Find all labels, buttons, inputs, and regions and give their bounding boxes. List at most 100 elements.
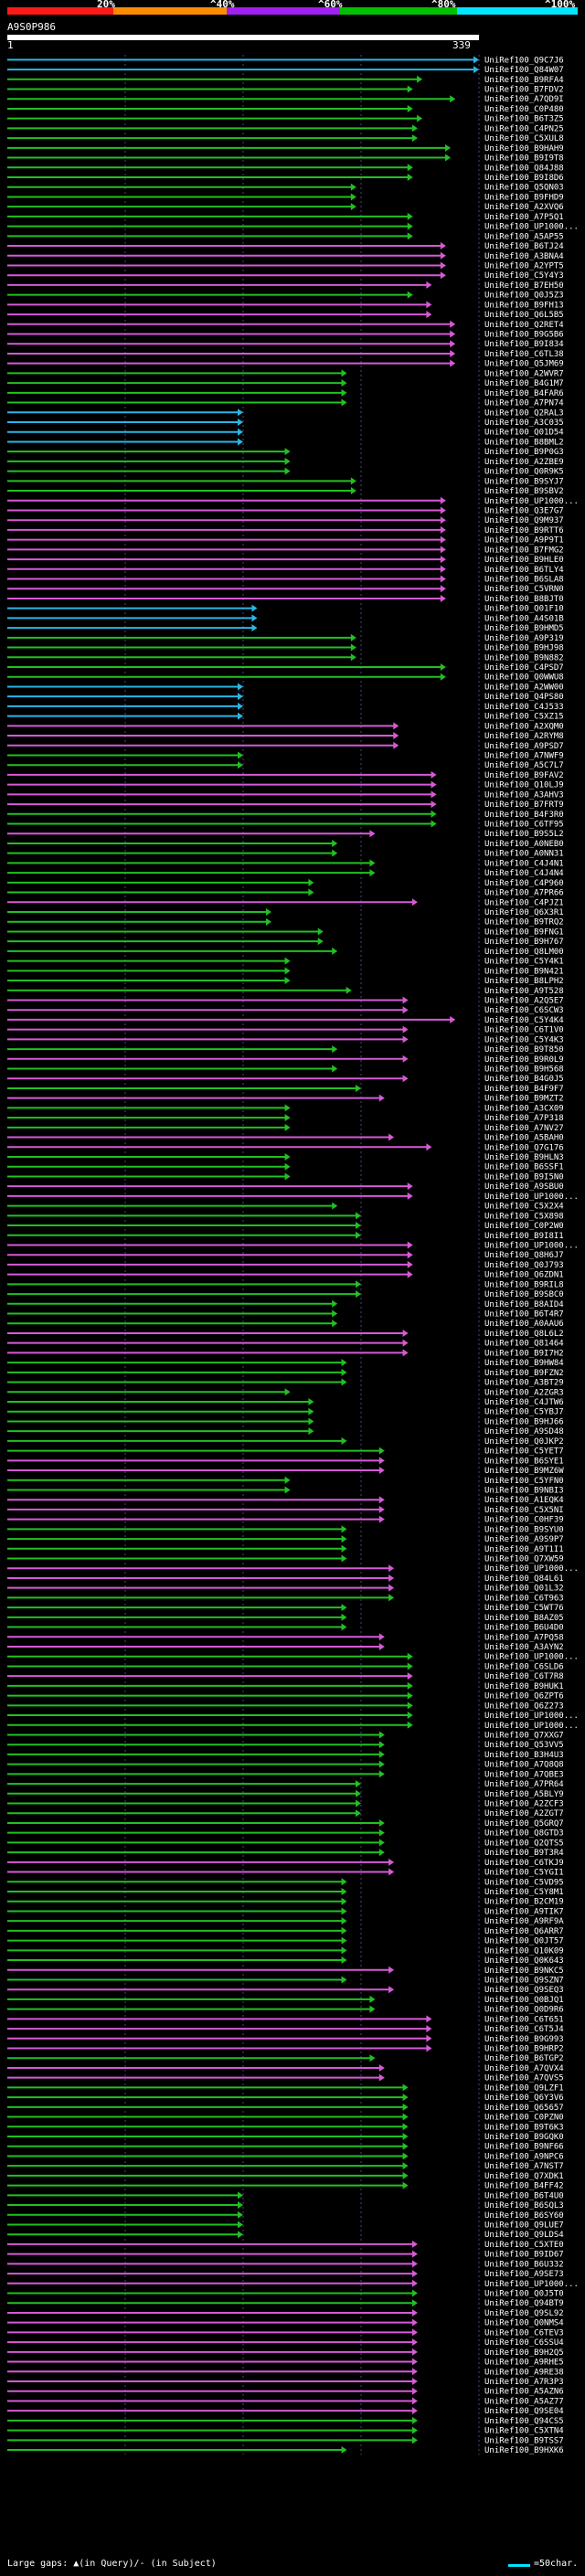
hit-label[interactable]: UniRef100_UP1000... [484,2280,579,2289]
hit-row[interactable]: UniRef100_Q6Y3V6 [7,2094,564,2103]
hit-row[interactable]: UniRef100_A3CX09 [7,1104,564,1113]
hit-label[interactable]: UniRef100_B8BJT0 [484,595,564,604]
hit-label[interactable]: UniRef100_C5Y4Y3 [484,271,564,281]
hit-label[interactable]: UniRef100_C5XTE0 [484,2241,564,2250]
hit-row[interactable]: UniRef100_A9TIK7 [7,1907,564,1916]
hit-row[interactable]: UniRef100_B9HLN3 [7,1153,564,1162]
hit-label[interactable]: UniRef100_A7R3P3 [484,2378,564,2387]
hit-row[interactable]: UniRef100_B4G0J5 [7,1075,564,1084]
hit-row[interactable]: UniRef100_C6T5J4 [7,2025,564,2034]
hit-label[interactable]: UniRef100_A2XVQ6 [484,203,564,212]
hit-label[interactable]: UniRef100_B9HLN3 [484,1153,564,1162]
hit-row[interactable]: UniRef100_UP1000... [7,496,579,506]
hit-row[interactable]: UniRef100_A3C035 [7,419,564,428]
hit-label[interactable]: UniRef100_C6SCW3 [484,1006,564,1015]
hit-row[interactable]: UniRef100_B9MZT2 [7,1094,564,1104]
hit-label[interactable]: UniRef100_C0HF39 [484,1516,564,1525]
hit-row[interactable]: UniRef100_A9SD48 [7,1427,564,1436]
hit-label[interactable]: UniRef100_UP1000... [484,1241,579,1250]
hit-label[interactable]: UniRef100_UP1000... [484,1712,579,1721]
hit-label[interactable]: UniRef100_A3AHV3 [484,790,564,800]
hit-row[interactable]: UniRef100_Q7XDK1 [7,2171,564,2181]
hit-row[interactable]: UniRef100_Q9SE04 [7,2407,564,2416]
hit-row[interactable]: UniRef100_B4F3R0 [7,810,564,820]
hit-row[interactable]: UniRef100_A9RE38 [7,2368,564,2377]
hit-row[interactable]: UniRef100_A5AP55 [7,232,564,241]
hit-row[interactable]: UniRef100_Q7G176 [7,1143,564,1152]
hit-row[interactable]: UniRef100_A5BLY9 [7,1789,564,1799]
hit-row[interactable]: UniRef100_C6TEV3 [7,2328,564,2337]
hit-row[interactable]: UniRef100_C5Y4K3 [7,1035,564,1044]
hit-label[interactable]: UniRef100_B4G1M7 [484,379,564,388]
hit-row[interactable]: UniRef100_Q9C7J6 [7,56,564,65]
hit-label[interactable]: UniRef100_B9P0G3 [484,448,564,457]
hit-label[interactable]: UniRef100_Q6ZPT6 [484,1692,564,1701]
hit-label[interactable]: UniRef100_C5YGI1 [484,1869,564,1878]
hit-label[interactable]: UniRef100_A9T528 [484,987,564,996]
hit-label[interactable]: UniRef100_B9HW84 [484,1359,564,1368]
hit-row[interactable]: UniRef100_C5X898 [7,1212,564,1221]
hit-label[interactable]: UniRef100_A5C7L7 [484,761,564,770]
hit-row[interactable]: UniRef100_UP1000... [7,1721,579,1731]
hit-label[interactable]: UniRef100_B8AZ05 [484,1614,564,1623]
hit-row[interactable]: UniRef100_B8BJT0 [7,594,564,604]
hit-row[interactable]: UniRef100_B4G1M7 [7,379,564,388]
hit-row[interactable]: UniRef100_A7QBE3 [7,1770,564,1779]
hit-row[interactable]: UniRef100_B4FF42 [7,2181,564,2191]
hit-row[interactable]: UniRef100_B9I834 [7,340,564,349]
hit-label[interactable]: UniRef100_B4FF42 [484,2182,564,2191]
hit-label[interactable]: UniRef100_A7Q8Q8 [484,1761,564,1770]
hit-row[interactable]: UniRef100_A5C7L7 [7,761,564,770]
hit-row[interactable]: UniRef100_A7P5Q1 [7,212,564,222]
hit-row[interactable]: UniRef100_B9FH13 [7,301,564,310]
hit-row[interactable]: UniRef100_A2XVQ6 [7,203,564,212]
hit-row[interactable]: UniRef100_A9P9T1 [7,535,564,546]
hit-label[interactable]: UniRef100_B9TRQ2 [484,918,564,928]
hit-label[interactable]: UniRef100_B9HLE0 [484,556,564,565]
hit-label[interactable]: UniRef100_B7FRT9 [484,800,564,810]
hit-row[interactable]: UniRef100_C5YGI1 [7,1868,564,1878]
hit-row[interactable]: UniRef100_C6T651 [7,2015,564,2024]
hit-label[interactable]: UniRef100_A5BLY9 [484,1790,564,1799]
hit-label[interactable]: UniRef100_B9FZN2 [484,1369,564,1378]
hit-label[interactable]: UniRef100_C6T1V0 [484,1026,564,1035]
hit-row[interactable]: UniRef100_B9HXK6 [7,2446,564,2455]
hit-label[interactable]: UniRef100_C6TEV3 [484,2328,564,2337]
hit-label[interactable]: UniRef100_Q84L61 [484,1574,564,1584]
hit-label[interactable]: UniRef100_Q7XDK1 [484,2172,564,2181]
hit-label[interactable]: UniRef100_A7QVS5 [484,2074,564,2083]
hit-label[interactable]: UniRef100_B9FH13 [484,301,564,310]
hit-label[interactable]: UniRef100_B9HXK6 [484,2446,564,2455]
hit-row[interactable]: UniRef100_A2YPT5 [7,261,564,270]
hit-label[interactable]: UniRef100_B7FMG2 [484,546,564,555]
hit-row[interactable]: UniRef100_A7NST7 [7,2162,564,2171]
hit-label[interactable]: UniRef100_A2ZGR3 [484,1388,564,1397]
hit-label[interactable]: UniRef100_B9HUK1 [484,1682,564,1691]
hit-row[interactable]: UniRef100_C5XZ15 [7,712,564,722]
hit-label[interactable]: UniRef100_UP1000... [484,1722,579,1731]
hit-label[interactable]: UniRef100_B9H2Q5 [484,2348,564,2358]
hit-label[interactable]: UniRef100_B9N421 [484,967,564,976]
hit-row[interactable]: UniRef100_B9R0L9 [7,1055,564,1065]
hit-row[interactable]: UniRef100_Q8L6L2 [7,1329,564,1339]
hit-row[interactable]: UniRef100_A7PR64 [7,1780,564,1789]
hit-label[interactable]: UniRef100_UP1000... [484,1653,579,1662]
hit-row[interactable]: UniRef100_B9P0G3 [7,448,564,457]
hit-label[interactable]: UniRef100_A9RF9A [484,1917,564,1926]
hit-row[interactable]: UniRef100_B6SLA8 [7,575,564,585]
hit-row[interactable]: UniRef100_Q9M937 [7,516,564,525]
hit-label[interactable]: UniRef100_B8AID4 [484,1300,564,1309]
hit-row[interactable]: UniRef100_A5AZ77 [7,2397,564,2406]
hit-row[interactable]: UniRef100_Q6X3R1 [7,908,564,917]
hit-row[interactable]: UniRef100_Q0J793 [7,1260,564,1270]
hit-label[interactable]: UniRef100_C6T963 [484,1594,564,1603]
hit-label[interactable]: UniRef100_B9FAV2 [484,771,564,780]
hit-row[interactable]: UniRef100_B9HLE0 [7,556,564,565]
hit-row[interactable]: UniRef100_C5Y4K1 [7,957,564,967]
hit-row[interactable]: UniRef100_C4PJZ1 [7,898,564,907]
hit-label[interactable]: UniRef100_Q3E7G7 [484,506,564,515]
hit-row[interactable]: UniRef100_C5XUL8 [7,134,564,143]
hit-row[interactable]: UniRef100_A7QVS5 [7,2073,564,2083]
hit-row[interactable]: UniRef100_Q0D9R6 [7,2005,564,2015]
hit-row[interactable]: UniRef100_A2RYM8 [7,732,564,741]
